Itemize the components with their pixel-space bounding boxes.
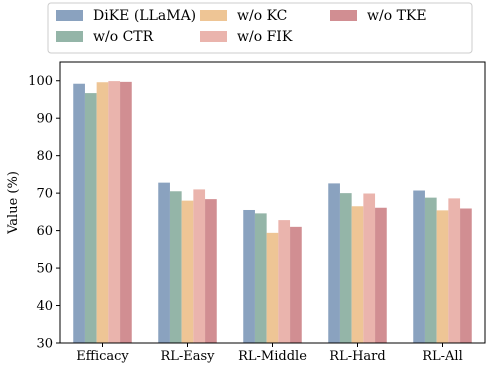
bar-4-rl-hard [363, 193, 376, 343]
bar-5-rl-easy [205, 199, 217, 343]
legend-label: w/o CTR [93, 29, 154, 45]
bar-3-rl-middle [266, 232, 279, 343]
x-tick-label: RL-All [422, 349, 463, 364]
bar-1-efficacy [73, 83, 85, 343]
legend: DiKE (LLaMA) w/o CTR w/o KC w/o FIK w/o TKE [47, 2, 473, 54]
bar-4-rl-middle [278, 220, 291, 343]
x-tick-label: RL-Easy [160, 349, 215, 364]
x-axis-ticks: Efficacy RL-Easy RL-Middle RL-Hard RL-All [76, 343, 463, 364]
bar-1-rl-hard [328, 183, 340, 343]
bar-3-efficacy [96, 82, 109, 343]
x-tick-label: RL-Middle [238, 349, 307, 364]
y-tick-label: 90 [36, 112, 53, 127]
bars-group [73, 81, 472, 344]
bar-1-rl-middle [243, 209, 255, 343]
bar-5-efficacy [120, 81, 132, 344]
legend-label: w/o FIK [237, 29, 293, 45]
legend-swatch [200, 10, 227, 21]
legend-swatch [56, 31, 83, 42]
legend-label: DiKE (LLaMA) [93, 8, 196, 24]
legend-box [47, 2, 473, 54]
bar-3-rl-all [436, 210, 449, 343]
bar-3-rl-easy [181, 200, 194, 343]
bar-5-rl-all [460, 208, 472, 343]
legend-swatch [56, 10, 83, 21]
plot-area: 30 40 50 60 70 80 90 100 Efficacy RL-Easy RL-Midd… [28, 61, 486, 364]
bar-2-rl-middle [254, 213, 267, 343]
bar-3-rl-hard [351, 206, 364, 343]
bar-1-rl-all [413, 190, 425, 343]
bar-5-rl-hard [375, 207, 387, 343]
bar-4-rl-easy [193, 189, 206, 343]
y-axis-label: Value (%) [6, 171, 21, 235]
bar-4-rl-all [448, 198, 461, 343]
y-tick-label: 70 [36, 187, 53, 202]
bar-2-efficacy [84, 93, 97, 343]
bar-5-rl-middle [290, 226, 302, 343]
bar-1-rl-easy [158, 182, 170, 343]
bar-4-efficacy [108, 81, 121, 344]
y-tick-label: 60 [36, 224, 53, 239]
y-tick-label: 100 [28, 74, 53, 89]
y-tick-label: 80 [36, 149, 53, 164]
x-tick-label: RL-Hard [329, 349, 385, 364]
y-tick-label: 30 [36, 337, 53, 352]
legend-label: w/o KC [237, 8, 287, 24]
legend-swatch [200, 31, 227, 42]
bar-2-rl-hard [339, 193, 352, 343]
legend-label: w/o TKE [367, 8, 427, 24]
y-tick-label: 50 [36, 262, 53, 277]
y-tick-label: 40 [36, 299, 53, 314]
y-axis-ticks: 30 40 50 60 70 80 90 100 [28, 74, 60, 352]
x-tick-label: Efficacy [76, 349, 129, 364]
bar-2-rl-easy [169, 191, 182, 343]
legend-swatch [330, 10, 357, 21]
bar-2-rl-all [424, 197, 437, 343]
